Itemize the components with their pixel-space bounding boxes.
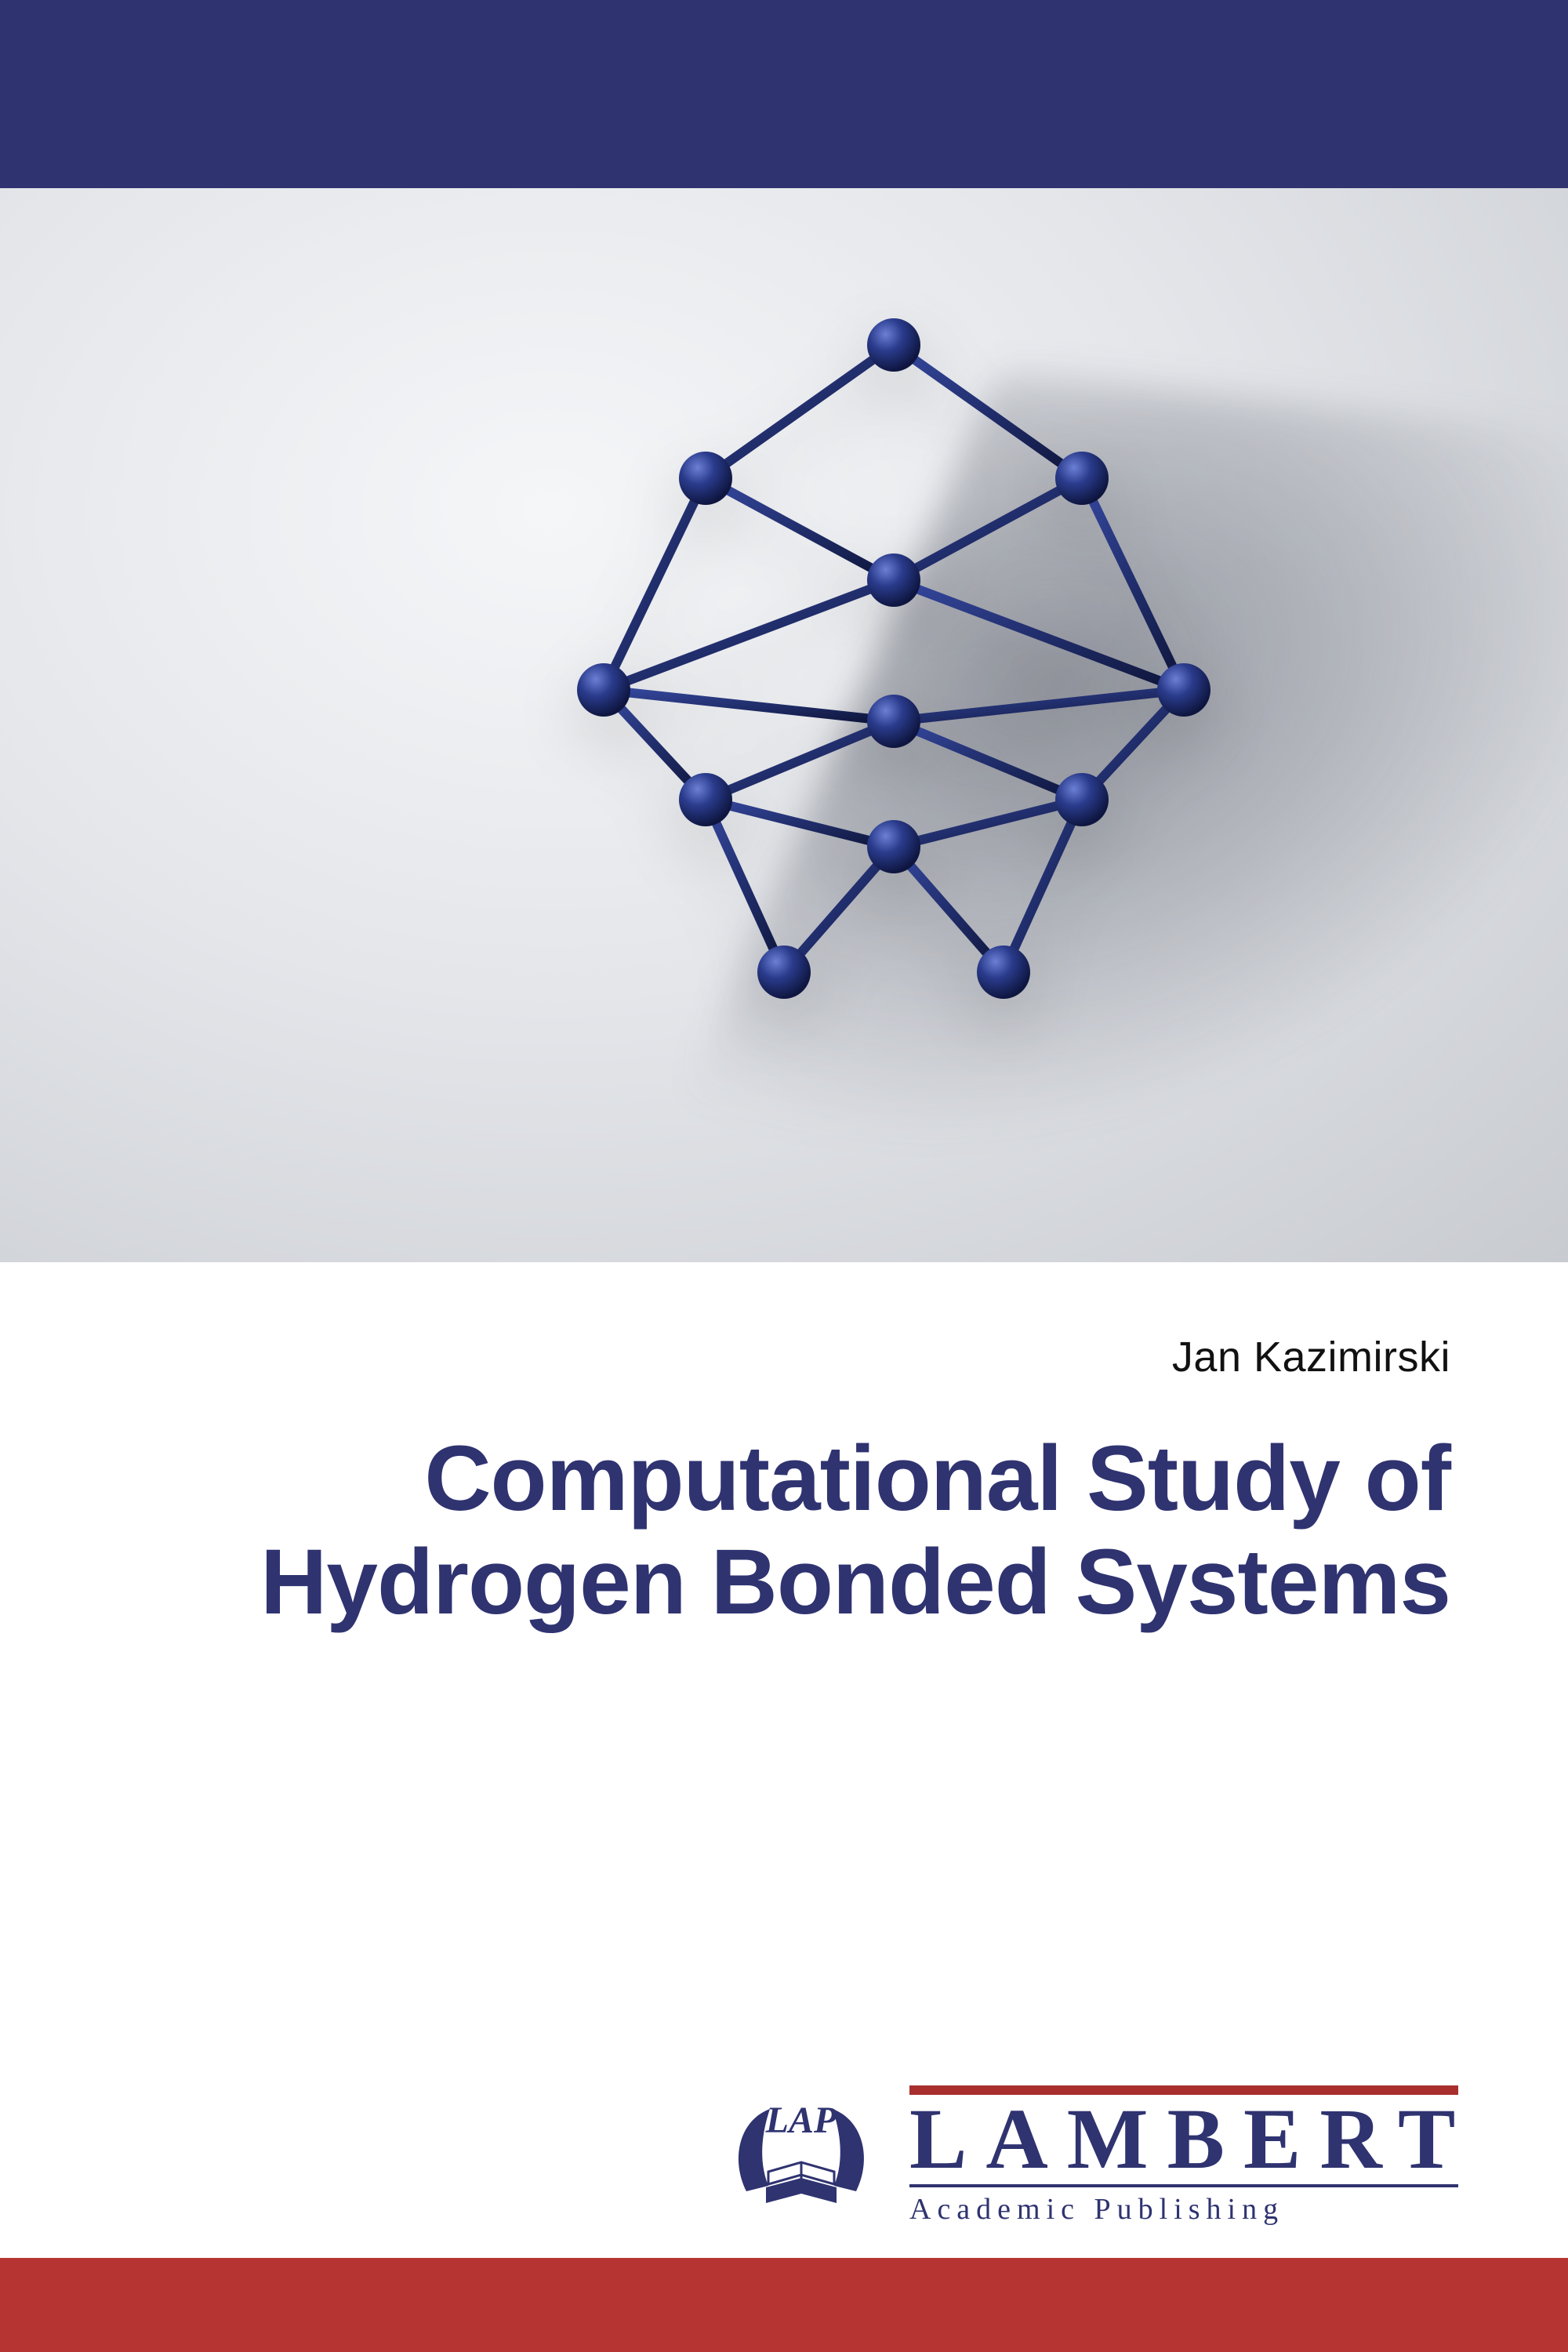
badge-text: LAP (765, 2100, 837, 2141)
title-line-2: Hydrogen Bonded Systems (260, 1530, 1450, 1634)
author-name: Jan Kazimirski (1172, 1333, 1450, 1381)
publisher-block: LAP LAMBERT Academic Publishing (723, 2085, 1458, 2227)
hero-image (0, 188, 1568, 1262)
top-bar (0, 0, 1568, 188)
bottom-bar (0, 2258, 1568, 2352)
publisher-subtitle: Academic Publishing (909, 2184, 1458, 2227)
publisher-text: LAMBERT Academic Publishing (909, 2085, 1458, 2226)
title-line-1: Computational Study of (424, 1427, 1450, 1530)
molecular-model (502, 282, 1286, 1066)
book-title: Computational Study of Hydrogen Bonded S… (260, 1427, 1450, 1634)
molecular-model-svg (502, 282, 1286, 1066)
publisher-badge-icon: LAP (723, 2085, 880, 2227)
publisher-name: LAMBERT (909, 2100, 1458, 2179)
